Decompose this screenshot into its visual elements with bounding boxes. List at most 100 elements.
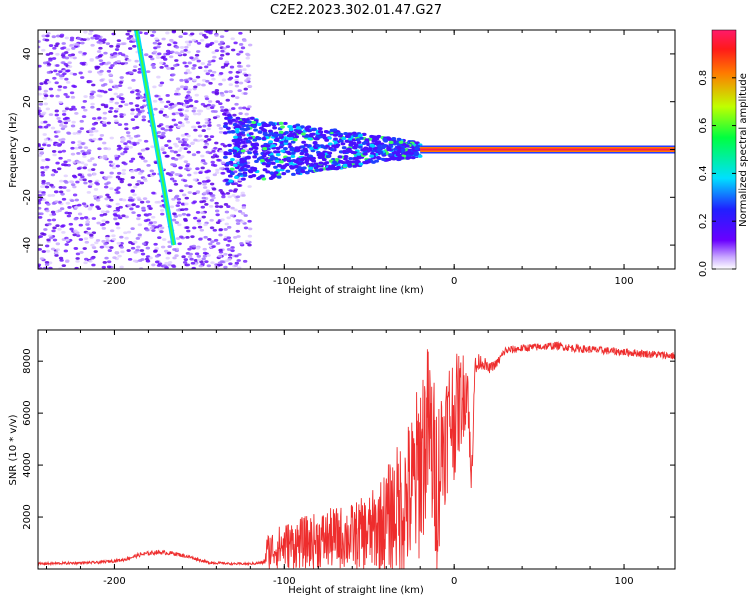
spectrogram-noise-cell — [38, 125, 43, 129]
spectrogram-noise-cell — [58, 74, 64, 78]
spectrogram-noise-cell — [42, 133, 47, 136]
spectrogram-noise-cell — [236, 259, 241, 262]
snr-x-ticks: -200 -100 0 100 — [45, 330, 659, 587]
spectrogram-noise-cell — [116, 144, 122, 148]
spectrogram-noise-cell — [234, 254, 239, 258]
spectrogram-noise-cell — [157, 236, 162, 239]
spectrogram-noise-cell — [78, 178, 84, 181]
spectrogram-noise-cell — [118, 96, 124, 100]
spectrogram-noise-cell — [161, 37, 166, 41]
spectrogram-spread-cell — [268, 140, 274, 144]
spectrogram-noise-cell — [102, 154, 108, 158]
spectrogram-noise-cell — [51, 150, 57, 153]
spectrogram-noise-cell — [90, 102, 95, 106]
spectrogram-noise-cell — [99, 245, 105, 249]
spectrogram-noise-cell — [102, 38, 107, 42]
spectrogram-noise-cell — [183, 48, 188, 52]
spectrogram-noise-cell — [57, 88, 62, 92]
spectrogram-noise-cell — [59, 123, 64, 127]
spectrogram-spread-cell — [245, 164, 251, 168]
spectrogram-noise-cell — [63, 63, 69, 66]
spectrogram-noise-cell — [156, 131, 162, 134]
spectrogram-noise-cell — [82, 155, 87, 158]
spectrogram-noise-cell — [55, 34, 61, 38]
spectrogram-noise-cell — [154, 260, 160, 264]
spectrogram-noise-cell — [111, 234, 116, 238]
spectrogram-noise-cell — [214, 49, 220, 53]
spectrogram-noise-cell — [126, 249, 131, 252]
spectrogram-noise-cell — [77, 143, 82, 147]
spectrogram-noise-cell — [192, 178, 198, 182]
spectrogram-noise-cell — [126, 230, 132, 234]
spectrogram-noise-cell — [236, 61, 242, 65]
spectrogram-noise-cell — [215, 213, 220, 217]
spectrogram-noise-cell — [42, 143, 47, 147]
spectrogram-spread-cell — [371, 160, 376, 164]
spectrogram-noise-cell — [187, 40, 193, 44]
spectrogram-noise-cell — [89, 133, 94, 137]
spectrogram-noise-cell — [159, 81, 165, 85]
spectrogram-noise-cell — [214, 155, 220, 158]
spectrogram-noise-cell — [185, 235, 190, 239]
spectrogram-noise-cell — [135, 183, 140, 186]
spectrogram-noise-cell — [187, 167, 192, 171]
spectrogram-noise-cell — [151, 215, 156, 219]
spectrogram-noise-cell — [223, 252, 228, 256]
spectrogram-noise-cell — [207, 124, 212, 127]
spectrogram-noise-cell — [149, 226, 155, 230]
spectrogram-noise-cell — [157, 124, 162, 128]
spectrogram-spread-cell — [261, 123, 267, 128]
spectrogram-noise-cell — [50, 247, 56, 251]
spectrogram-noise-cell — [78, 50, 83, 54]
spectrogram-noise-cell — [120, 100, 126, 104]
spectrogram-spread-cell — [327, 142, 333, 146]
spectrogram-noise-cell — [38, 247, 42, 251]
spectrogram-noise-cell — [64, 243, 69, 246]
spectrogram-noise-cell — [192, 226, 197, 230]
spectrogram-noise-cell — [65, 259, 70, 263]
spectrogram-noise-cell — [109, 229, 115, 233]
spectrogram-noise-cell — [200, 102, 206, 106]
spectrogram-noise-cell — [192, 192, 197, 195]
spectrogram-noise-cell — [76, 151, 81, 155]
spectrogram-noise-cell — [70, 146, 75, 150]
spectrogram-spread-cell — [372, 147, 378, 151]
spectrogram-y-tick-label: -20 — [22, 189, 33, 205]
spectrogram-noise-cell — [125, 131, 131, 135]
snr-y-ticks: 2000 4000 6000 8000 — [22, 348, 675, 530]
spectrogram-noise-cell — [211, 245, 216, 249]
spectrogram-noise-cell — [224, 30, 229, 33]
spectrogram-noise-cell — [175, 208, 181, 212]
spectrogram-noise-cell — [115, 175, 121, 179]
spectrogram-noise-cell — [44, 263, 50, 267]
spectrogram-noise-cell — [103, 83, 108, 86]
spectrogram-noise-cell — [79, 216, 85, 220]
spectrogram-spread-cell — [295, 129, 301, 134]
spectrogram-noise-cell — [102, 120, 107, 124]
spectrogram-noise-cell — [195, 167, 200, 171]
spectrogram-noise-cell — [238, 112, 243, 115]
spectrogram-spread-cell — [348, 160, 353, 164]
spectrogram-noise-cell — [96, 221, 101, 225]
spectrogram-noise-cell — [159, 209, 165, 212]
spectrogram-noise-cell — [167, 172, 172, 176]
spectrogram-noise-cell — [222, 46, 227, 50]
spectrogram-noise-cell — [56, 144, 62, 147]
spectrogram-noise-cell — [179, 235, 184, 239]
spectrogram-noise-cell — [207, 69, 213, 73]
spectrogram-noise-cell — [187, 191, 192, 194]
spectrogram-noise-cell — [204, 118, 209, 121]
spectrogram-noise-cell — [201, 215, 206, 219]
spectrogram-noise-cell — [175, 237, 181, 240]
spectrogram-spread-cell — [340, 142, 346, 146]
spectrogram-noise-cell — [45, 158, 51, 162]
spectrogram-noise-cell — [136, 217, 141, 221]
colorbar-gradient — [711, 29, 737, 270]
spectrogram-spread-cell — [252, 167, 258, 171]
spectrogram-noise-cell — [168, 125, 173, 129]
spectrogram-noise-cell — [107, 249, 113, 252]
spectrogram-spread-cell — [358, 162, 364, 166]
spectrogram-noise-cell — [200, 205, 206, 209]
spectrogram-spread-cell — [261, 162, 267, 166]
